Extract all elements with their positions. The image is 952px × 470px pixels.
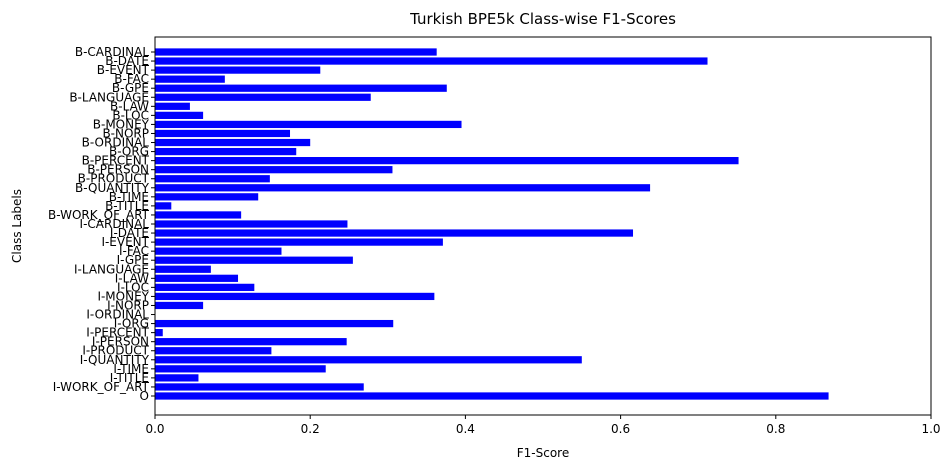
bar: [155, 184, 651, 192]
y-tick-label: B-ORG: [109, 145, 149, 159]
bar: [155, 365, 326, 373]
y-tick-label: B-EVENT: [97, 63, 150, 77]
x-tick-label: 1.0: [921, 422, 940, 436]
y-tick-label: B-PERCENT: [82, 154, 150, 168]
y-tick-label: B-TIME: [109, 190, 149, 204]
bar: [155, 166, 393, 174]
y-tick-label: B-WORK_OF_ART: [48, 208, 150, 222]
bar: [155, 356, 582, 364]
y-tick-label: O: [140, 389, 149, 403]
bar: [155, 211, 242, 219]
bar: [155, 319, 394, 328]
bar: [155, 329, 163, 337]
bar: [155, 111, 204, 119]
bar: [155, 57, 708, 65]
bar: [155, 138, 311, 147]
y-tick-label: I-WORK_OF_ART: [53, 380, 150, 394]
bar: [155, 66, 321, 74]
bar: [155, 102, 190, 110]
bar: [155, 129, 291, 138]
y-tick-label: B-LANGUAGE: [69, 90, 149, 104]
x-tick-label: 0.4: [456, 422, 475, 436]
y-tick-label: I-MONEY: [97, 289, 149, 303]
bars-group: [155, 48, 829, 400]
bar: [155, 383, 364, 391]
bar: [155, 202, 172, 210]
y-axis-label: Class Labels: [10, 189, 24, 263]
y-tick-label: B-TITLE: [105, 199, 149, 213]
bar: [155, 338, 347, 346]
x-axis-label: F1-Score: [517, 446, 569, 460]
y-axis-ticks: B-CARDINALB-DATEB-EVENTB-FACB-GPEB-LANGU…: [48, 45, 155, 403]
x-tick-label: 0.0: [145, 422, 164, 436]
chart-title: Turkish BPE5k Class-wise F1-Scores: [409, 10, 676, 28]
bar: [155, 175, 270, 183]
y-tick-label: I-PRODUCT: [82, 344, 149, 358]
y-tick-label: I-DATE: [110, 226, 149, 240]
y-tick-label: I-QUANTITY: [80, 353, 150, 367]
bar: [155, 220, 348, 228]
bar: [155, 75, 225, 83]
plot-frame: [154, 36, 932, 416]
y-tick-label: B-LOC: [112, 108, 149, 122]
bar: [155, 120, 462, 129]
x-tick-label: 0.2: [301, 422, 320, 436]
bar: [155, 392, 829, 400]
y-tick-label: I-LOC: [117, 280, 149, 294]
y-tick-label: I-PERCENT: [86, 326, 149, 340]
y-tick-label: B-NORP: [102, 126, 149, 140]
y-tick-label: I-TIME: [113, 362, 149, 376]
bar: [155, 274, 239, 282]
bar: [155, 265, 211, 273]
bar: [155, 229, 634, 237]
bar: [155, 238, 443, 246]
y-tick-label: I-EVENT: [101, 235, 149, 249]
bar: [155, 247, 282, 255]
bar: [155, 48, 437, 56]
x-tick-label: 0.6: [611, 422, 630, 436]
x-axis-ticks: 0.0 0.2 0.4 0.6 0.8 1.0: [145, 415, 941, 436]
bar: [155, 93, 371, 101]
bar: [155, 292, 435, 301]
y-tick-label: B-MONEY: [93, 117, 150, 131]
y-tick-label: B-ORDINAL: [82, 136, 150, 150]
y-tick-label: I-LAW: [115, 271, 149, 285]
bar: [155, 84, 447, 92]
y-tick-label: I-CARDINAL: [80, 217, 150, 231]
y-tick-label: I-NORP: [107, 298, 149, 312]
y-tick-label: I-ORDINAL: [86, 308, 149, 322]
bar: [155, 301, 204, 310]
y-tick-label: B-FAC: [114, 72, 149, 86]
y-tick-label: I-ORG: [114, 317, 149, 331]
y-tick-label: B-LAW: [110, 99, 149, 113]
y-tick-label: I-TITLE: [110, 371, 149, 385]
bar: [155, 193, 259, 201]
y-tick-label: I-PERSON: [92, 335, 149, 349]
bar: [155, 256, 353, 264]
y-tick-label: I-FAC: [119, 244, 149, 258]
y-tick-label: B-GPE: [112, 81, 149, 95]
y-tick-label: B-DATE: [105, 54, 149, 68]
y-tick-label: B-CARDINAL: [75, 45, 149, 59]
y-tick-label: B-PERSON: [87, 163, 149, 177]
y-tick-label: B-PRODUCT: [78, 172, 150, 186]
y-tick-label: I-LANGUAGE: [74, 262, 149, 276]
bar: [155, 147, 297, 156]
bar: [155, 157, 739, 165]
bar: [155, 283, 255, 291]
x-tick-label: 0.8: [766, 422, 785, 436]
bar: [155, 347, 272, 355]
bar: [155, 374, 199, 382]
y-tick-label: B-QUANTITY: [75, 181, 150, 195]
y-tick-label: I-GPE: [117, 253, 149, 267]
